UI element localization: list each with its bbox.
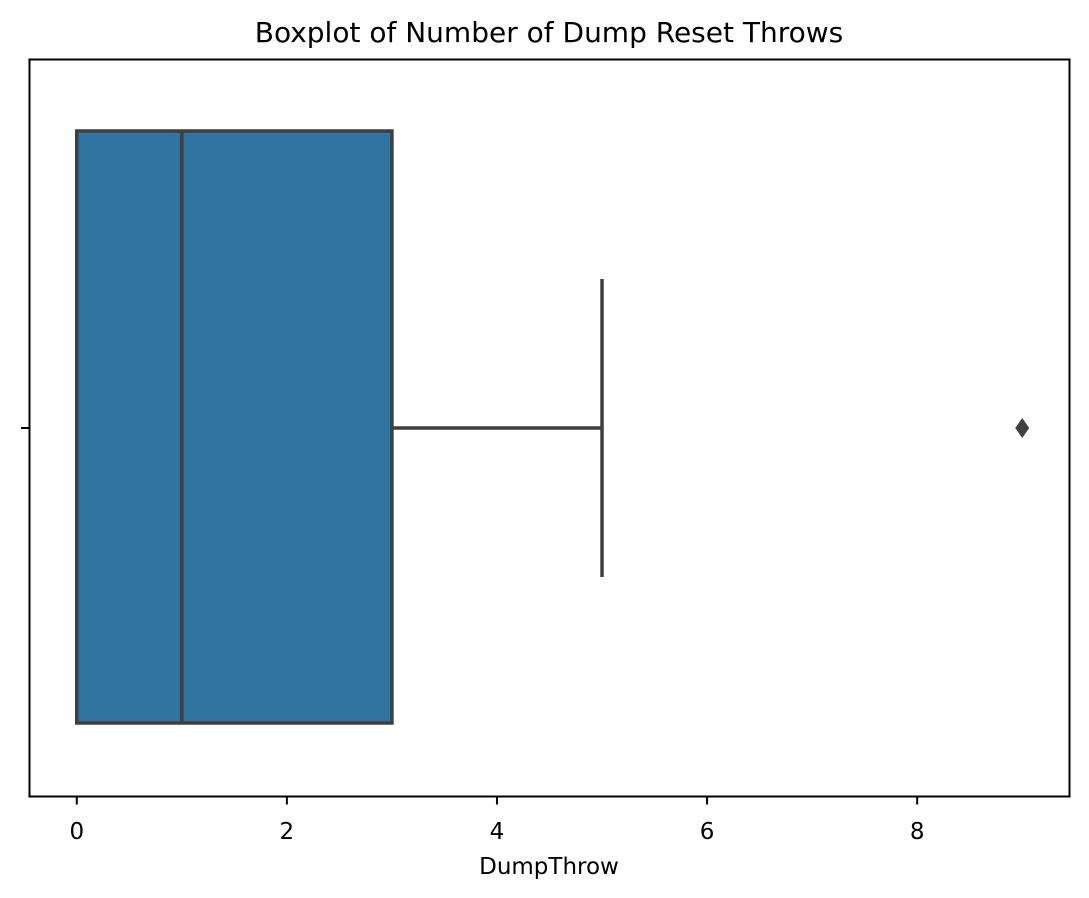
- x-tick-label: 8: [910, 819, 925, 845]
- outlier-point: [1015, 418, 1030, 438]
- x-tick-label: 0: [69, 819, 84, 845]
- x-axis-ticks: 0 2 4 6 8: [69, 796, 925, 845]
- plot-area: [75, 129, 1030, 725]
- x-tick-label: 4: [490, 819, 505, 845]
- x-axis-label: DumpThrow: [479, 854, 619, 880]
- box-iqr: [75, 129, 394, 725]
- chart-title: Boxplot of Number of Dump Reset Throws: [255, 16, 844, 49]
- x-tick-label: 6: [700, 819, 715, 845]
- x-tick-label: 2: [280, 819, 295, 845]
